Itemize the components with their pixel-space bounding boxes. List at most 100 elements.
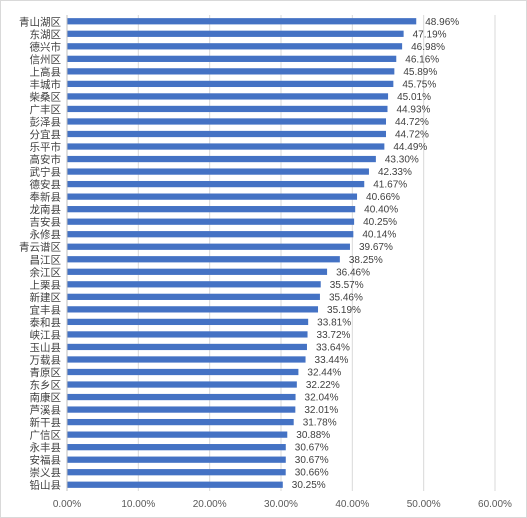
bar [67, 55, 397, 62]
data-label: 46.98% [411, 42, 445, 53]
data-label: 32.44% [307, 368, 341, 379]
bar [67, 130, 387, 138]
bar [67, 381, 297, 388]
category-label: 铅山县 [30, 479, 62, 492]
category-label: 分宜县 [30, 128, 62, 141]
bar [67, 293, 320, 300]
data-label: 44.72% [395, 130, 429, 141]
category-label: 南康区 [30, 391, 62, 404]
category-label: 柴桑区 [30, 90, 62, 103]
bar [67, 281, 321, 288]
data-label: 40.40% [364, 205, 398, 216]
bar [67, 406, 296, 413]
category-label: 彭泽县 [30, 115, 62, 128]
category-label: 昌江区 [30, 254, 62, 266]
bar [67, 193, 358, 200]
bar [67, 356, 306, 363]
data-label: 30.25% [292, 480, 326, 491]
labels: 0.00% 10.00% 20.00% 30.00% 40.00% 50.00% 60.00… [19, 15, 512, 510]
bar [67, 43, 403, 50]
data-label: 45.89% [403, 67, 437, 78]
data-label: 48.96% [425, 17, 459, 28]
category-label: 东乡区 [30, 379, 62, 392]
category-label: 余江区 [30, 266, 62, 279]
bar [67, 481, 283, 488]
bar [67, 93, 389, 100]
category-label: 峡江县 [30, 328, 62, 341]
category-label: 上栗县 [30, 279, 62, 291]
bar [67, 318, 309, 326]
category-label: 高安市 [30, 153, 62, 166]
category-label: 德兴市 [30, 40, 62, 53]
data-label: 35.19% [327, 305, 361, 316]
data-label: 32.01% [304, 405, 338, 416]
data-label: 35.57% [330, 280, 364, 291]
data-label: 36.46% [336, 267, 370, 278]
category-label: 丰城市 [30, 78, 62, 91]
bar [67, 80, 394, 88]
bar [67, 306, 319, 313]
data-label: 41.67% [373, 180, 407, 191]
data-label: 46.16% [405, 54, 439, 65]
category-label: 信州区 [30, 54, 62, 66]
data-label: 31.78% [303, 418, 337, 429]
bar [67, 18, 417, 25]
x-tick-label: 50.00% [407, 499, 441, 510]
category-label: 宜丰县 [30, 303, 62, 316]
category-label: 武宁县 [30, 166, 62, 179]
data-label: 42.33% [378, 167, 412, 178]
data-label: 30.88% [296, 430, 330, 441]
category-label: 芦溪县 [30, 405, 62, 417]
category-label: 万载县 [30, 354, 62, 366]
x-tick-label: 40.00% [335, 499, 369, 510]
data-label: 44.93% [397, 104, 431, 115]
data-label: 30.67% [295, 443, 329, 454]
data-label: 35.46% [329, 292, 363, 303]
category-label: 乐平市 [30, 141, 62, 154]
bar [67, 418, 294, 426]
category-label: 新建区 [30, 291, 62, 304]
bar [67, 268, 328, 275]
data-label: 45.01% [397, 92, 431, 103]
category-label: 龙南县 [30, 203, 62, 216]
bar [67, 206, 356, 213]
bar [67, 393, 296, 401]
bar [67, 68, 395, 75]
category-label: 玉山县 [30, 342, 62, 354]
bar [67, 456, 286, 463]
bar [67, 256, 340, 263]
data-label: 47.19% [413, 29, 447, 40]
bar [67, 331, 308, 338]
data-label: 33.81% [317, 317, 351, 328]
data-label: 30.66% [295, 468, 329, 479]
category-label: 永丰县 [30, 441, 62, 454]
x-tick-label: 30.00% [264, 499, 298, 510]
bars [67, 18, 417, 488]
bar [67, 431, 288, 438]
category-label: 崇义县 [30, 467, 62, 479]
data-label: 44.72% [395, 117, 429, 128]
category-label: 安福县 [30, 454, 62, 467]
category-label: 青原区 [30, 366, 62, 379]
data-label: 39.67% [359, 242, 393, 253]
category-label: 广丰区 [30, 103, 62, 116]
category-label: 吉安县 [30, 216, 62, 229]
data-label: 30.67% [295, 455, 329, 466]
bar [67, 231, 354, 238]
bar [67, 368, 299, 376]
bar [67, 243, 350, 250]
data-label: 45.75% [402, 79, 436, 90]
data-label: 32.04% [305, 393, 339, 404]
category-label: 青山湖区 [19, 15, 61, 28]
bar [67, 118, 387, 125]
data-label: 33.64% [316, 342, 350, 353]
x-tick-label: 20.00% [193, 499, 227, 510]
data-label: 40.25% [363, 217, 397, 228]
bar [67, 155, 376, 163]
bar [67, 105, 388, 113]
bar [67, 180, 365, 188]
bar [67, 218, 355, 225]
category-label: 永修县 [30, 228, 62, 241]
